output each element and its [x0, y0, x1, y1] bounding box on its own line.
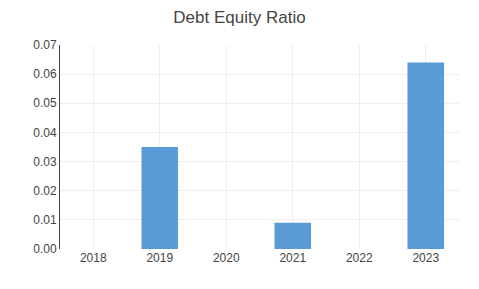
svg-text:0.03: 0.03: [33, 155, 57, 169]
svg-text:2020: 2020: [213, 251, 240, 265]
svg-text:0.02: 0.02: [33, 184, 57, 198]
svg-text:2021: 2021: [279, 251, 306, 265]
svg-text:0.04: 0.04: [33, 126, 57, 140]
svg-text:2018: 2018: [80, 251, 107, 265]
svg-text:2023: 2023: [412, 251, 439, 265]
svg-text:0.07: 0.07: [33, 38, 57, 52]
svg-text:0.06: 0.06: [33, 67, 57, 81]
svg-text:0.05: 0.05: [33, 96, 57, 110]
svg-text:0.01: 0.01: [33, 213, 57, 227]
svg-text:2019: 2019: [146, 251, 173, 265]
svg-text:2022: 2022: [346, 251, 373, 265]
svg-text:0.00: 0.00: [33, 242, 57, 256]
svg-text:Debt Equity Ratio: Debt Equity Ratio: [173, 8, 305, 27]
